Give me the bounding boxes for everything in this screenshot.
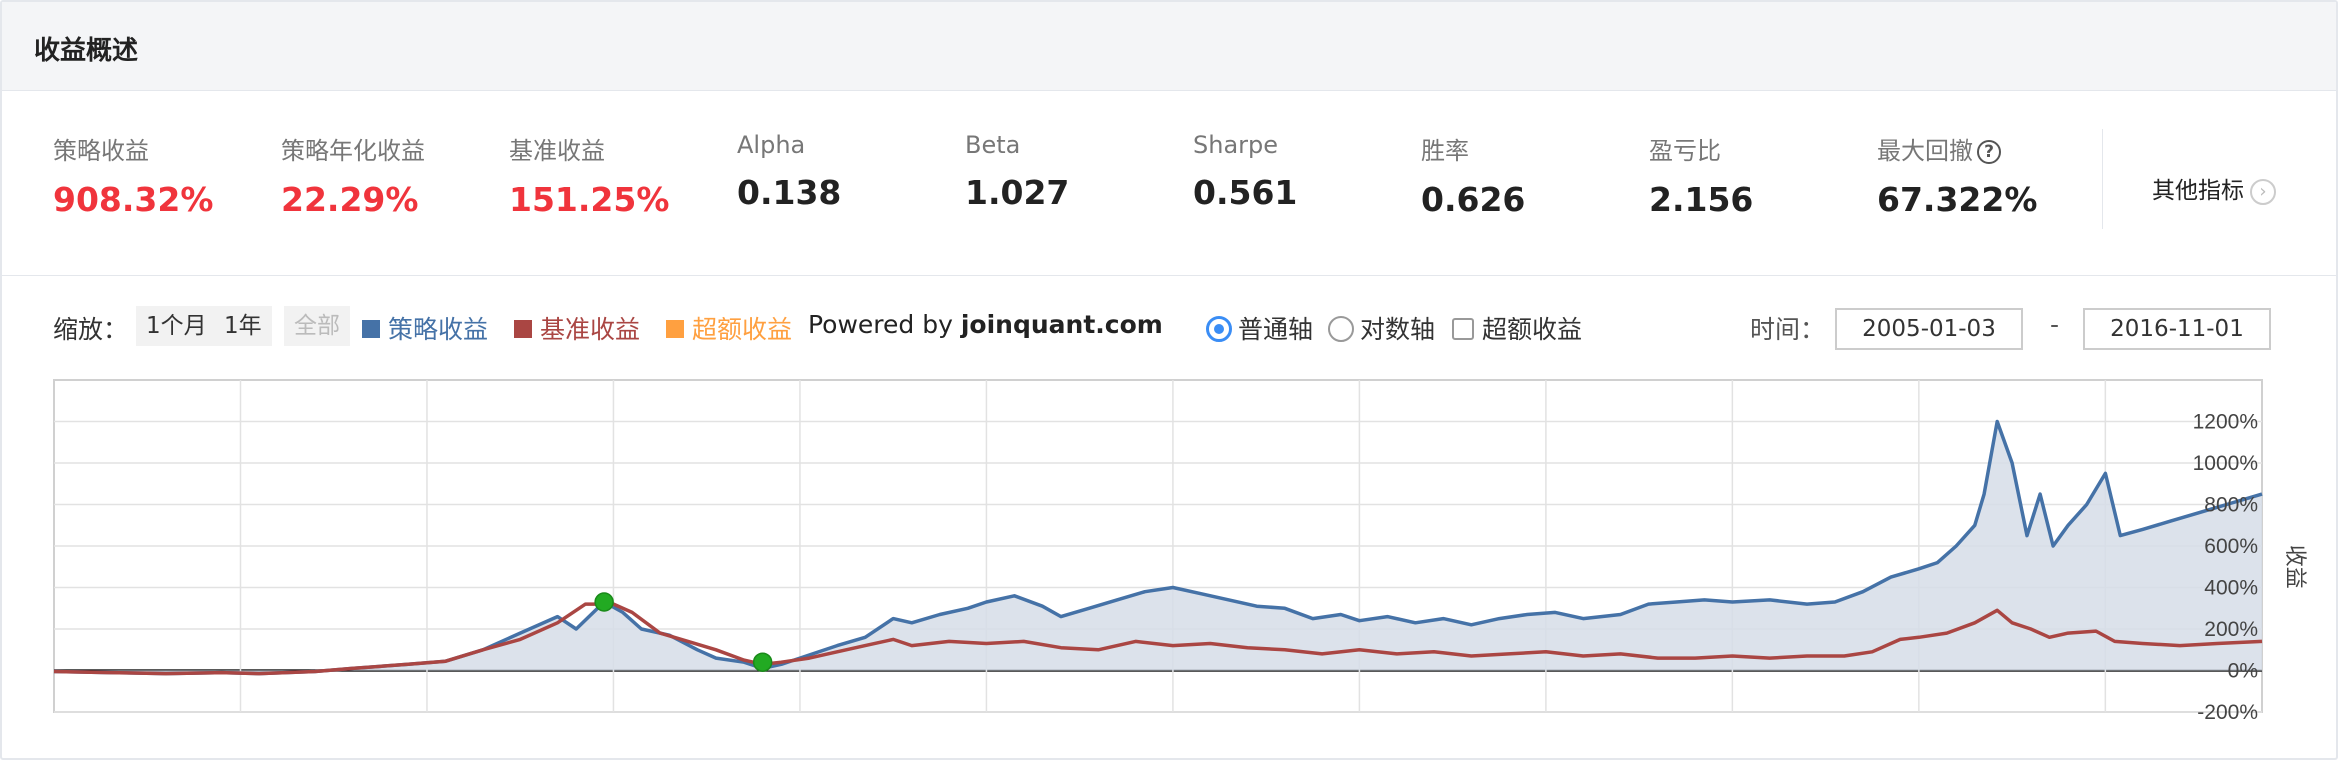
legend-swatch	[666, 320, 684, 338]
y-tick-label: 1200%	[2193, 411, 2258, 434]
y-tick-label: 600%	[2204, 535, 2258, 558]
metric-value: 0.561	[1193, 173, 1298, 212]
metrics-divider	[2102, 129, 2103, 229]
metric-value: 908.32%	[53, 180, 214, 219]
metric-value: 1.027	[965, 173, 1070, 212]
metric-value: 0.138	[737, 173, 842, 212]
metric-label: Sharpe	[1193, 131, 1279, 159]
metric-label: 胜率	[1421, 137, 1469, 165]
panel-header: 收益概述	[2, 2, 2336, 91]
metric-beta: Beta 1.027	[965, 131, 1069, 212]
drawdown-marker	[594, 592, 614, 612]
chart-markers	[594, 592, 773, 672]
chart-toolbar: 缩放： 1个月 1年 全部 策略收益 基准收益 超额收益 Powered by …	[2, 300, 2336, 360]
zoom-label: 缩放：	[53, 315, 129, 344]
time-label: 时间：	[1750, 315, 1826, 344]
radio-unselected-icon[interactable]	[1328, 316, 1354, 342]
panel-title: 收益概述	[34, 36, 139, 66]
metric-label: Beta	[965, 131, 1021, 159]
legend-excess[interactable]: 超额收益	[666, 310, 792, 346]
chevron-right-icon: ›	[2250, 178, 2276, 205]
metric-win-rate: 胜率 0.626	[1421, 131, 1525, 219]
zoom-1-year-button[interactable]: 1年	[214, 306, 272, 346]
axis-normal-option[interactable]: 普通轴	[1206, 310, 1313, 346]
metric-value: 0.626	[1421, 180, 1526, 219]
metric-strategy-return: 策略收益 908.32%	[53, 131, 213, 219]
end-date-input[interactable]: 2016-11-01	[2083, 308, 2271, 350]
legend-strategy[interactable]: 策略收益	[362, 310, 488, 346]
axis-option-label: 普通轴	[1238, 315, 1314, 344]
metric-value: 151.25%	[509, 180, 670, 219]
excess-return-toggle[interactable]: 超额收益	[1452, 310, 1582, 346]
help-icon[interactable]: ?	[1977, 140, 2001, 164]
legend-label: 策略收益	[388, 315, 489, 344]
legend-label: 超额收益	[692, 315, 793, 344]
radio-selected-icon[interactable]	[1206, 316, 1232, 342]
y-axis: 1200% 1000% 800% 600% 400% 200% 0% -200%	[2193, 411, 2258, 725]
metric-value: 67.322%	[1877, 180, 2038, 219]
axis-option-label: 对数轴	[1360, 315, 1436, 344]
metric-label-text: 最大回撤	[1877, 137, 1973, 165]
date-separator: -	[2050, 310, 2060, 339]
other-metrics-button[interactable]: 其他指标 ›	[2152, 171, 2276, 205]
axis-log-option[interactable]: 对数轴	[1328, 310, 1435, 346]
metric-benchmark-return: 基准收益 151.25%	[509, 131, 669, 219]
metric-profit-loss-ratio: 盈亏比 2.156	[1649, 131, 1753, 219]
y-tick-label: -200%	[2197, 701, 2258, 724]
y-tick-label: 0%	[2228, 660, 2258, 683]
metrics-row: 策略收益 908.32% 策略年化收益 22.29% 基准收益 151.25% …	[2, 91, 2336, 276]
legend-label: 基准收益	[540, 315, 641, 344]
metric-alpha: Alpha 0.138	[737, 131, 841, 212]
start-date-input[interactable]: 2005-01-03	[1835, 308, 2023, 350]
metric-value: 22.29%	[281, 180, 419, 219]
metric-label: 盈亏比	[1649, 137, 1721, 165]
zoom-1-month-button[interactable]: 1个月	[136, 306, 217, 346]
drawdown-marker	[752, 652, 773, 672]
powered-site: joinquant.com	[960, 310, 1163, 339]
y-tick-label: 200%	[2204, 618, 2258, 641]
metric-value: 2.156	[1649, 180, 1754, 219]
powered-prefix: Powered by	[808, 310, 961, 339]
returns-chart[interactable]: 1200% 1000% 800% 600% 400% 200% 0% -200% 收益	[0, 370, 2338, 730]
checkbox-icon[interactable]	[1452, 318, 1474, 340]
legend-swatch	[362, 320, 380, 338]
excess-return-label: 超额收益	[1482, 315, 1583, 344]
other-metrics-label: 其他指标	[2152, 178, 2244, 204]
metric-label: Alpha	[737, 131, 806, 159]
metric-max-drawdown: 最大回撤? 67.322%	[1877, 131, 2037, 219]
zoom-all-button[interactable]: 全部	[284, 306, 350, 346]
y-axis-title: 收益	[2282, 545, 2307, 589]
metric-label: 策略年化收益	[281, 137, 425, 165]
series-line	[53, 602, 2263, 676]
y-tick-label: 1000%	[2193, 452, 2258, 475]
legend-swatch	[514, 320, 532, 338]
metric-label: 策略收益	[53, 137, 149, 165]
metric-label: 基准收益	[509, 137, 605, 165]
legend-benchmark[interactable]: 基准收益	[514, 310, 640, 346]
y-tick-label: 800%	[2204, 494, 2258, 517]
metric-sharpe: Sharpe 0.561	[1193, 131, 1297, 212]
powered-by-text: Powered by joinquant.com	[808, 310, 1163, 339]
y-tick-label: 400%	[2204, 577, 2258, 600]
metric-annualized-return: 策略年化收益 22.29%	[281, 131, 425, 219]
metric-label: 最大回撤?	[1877, 131, 2037, 166]
